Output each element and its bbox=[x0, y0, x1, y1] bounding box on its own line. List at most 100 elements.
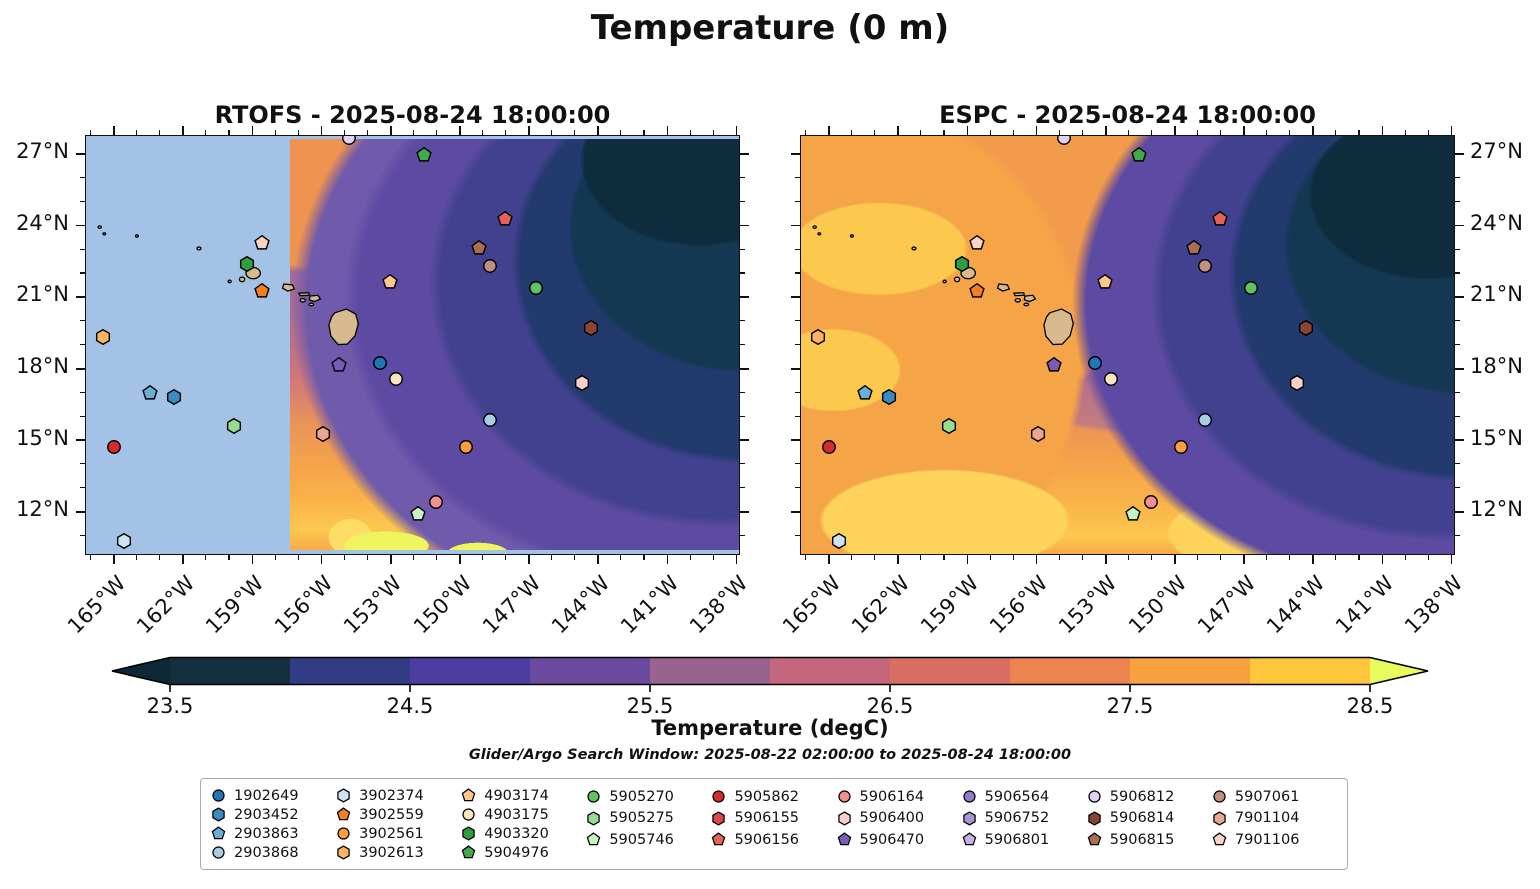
legend-item-5906470: 5906470 bbox=[837, 829, 962, 851]
axis-tick bbox=[795, 415, 800, 417]
axis-tick bbox=[740, 487, 745, 489]
axis-tick bbox=[90, 555, 92, 560]
float-marker-5906815 bbox=[1186, 240, 1203, 257]
axis-tick bbox=[113, 126, 115, 135]
axis-tick bbox=[574, 130, 576, 135]
legend-column: 5907061 7901104 7901106 bbox=[1212, 786, 1337, 862]
colorbar-segment bbox=[890, 657, 1010, 685]
circle-marker-icon bbox=[1212, 789, 1227, 804]
float-marker-5906812 bbox=[1056, 136, 1073, 147]
axis-tick bbox=[791, 224, 800, 227]
axis-tick bbox=[366, 130, 368, 135]
legend-item-label: 3902613 bbox=[359, 844, 424, 861]
legend-item-5906400: 5906400 bbox=[837, 808, 962, 830]
float-marker-2903863 bbox=[141, 384, 158, 401]
axis-tick bbox=[343, 555, 345, 560]
lat-tick-label: 18°N bbox=[16, 353, 69, 378]
colorbar-shape bbox=[1370, 657, 1428, 685]
axis-tick bbox=[874, 555, 876, 560]
pentagon-marker-icon bbox=[461, 788, 476, 803]
colorbar-tick-label: 27.5 bbox=[1107, 694, 1154, 718]
axis-tick bbox=[1455, 487, 1460, 489]
axis-tick bbox=[1455, 463, 1460, 465]
axis-tick bbox=[1243, 555, 1245, 564]
axis-tick bbox=[795, 487, 800, 489]
axis-tick bbox=[1127, 130, 1129, 135]
float-marker-2903868 bbox=[481, 411, 498, 428]
colorbar-tick-label: 24.5 bbox=[387, 694, 434, 718]
lon-tick-label: 150°W bbox=[408, 571, 476, 639]
axis-tick bbox=[80, 176, 85, 179]
axis-tick bbox=[795, 320, 800, 322]
float-marker-5906470 bbox=[331, 356, 348, 374]
float-marker-3902613 bbox=[809, 328, 826, 346]
panel-title-espc: ESPC - 2025-08-24 18:00:00 bbox=[939, 101, 1316, 129]
legend-item-label: 2903452 bbox=[234, 806, 299, 823]
axis-tick bbox=[1455, 415, 1460, 417]
colorbar-segment bbox=[1130, 657, 1250, 685]
axis-tick bbox=[1289, 555, 1291, 560]
legend-item-3902613: 3902613 bbox=[336, 843, 461, 862]
axis-tick bbox=[989, 130, 991, 135]
float-marker-2903868 bbox=[1196, 411, 1213, 428]
pentagon-marker-icon bbox=[962, 832, 977, 847]
axis-tick bbox=[1150, 130, 1153, 135]
axis-tick bbox=[389, 126, 392, 135]
axis-tick bbox=[1358, 555, 1360, 560]
axis-tick bbox=[205, 555, 207, 560]
circle-marker-icon bbox=[586, 789, 601, 804]
legend-item-label: 3902561 bbox=[359, 825, 424, 842]
colorbar: 23.5 24.5 25.5 26.5 27.5 28.5 bbox=[110, 656, 1430, 720]
axis-tick bbox=[666, 555, 669, 564]
axis-tick bbox=[482, 555, 484, 560]
legend-item-label: 4903175 bbox=[484, 806, 549, 823]
axis-tick bbox=[740, 463, 745, 465]
lon-tick-label: 144°W bbox=[546, 571, 615, 639]
lon-tick-label: 156°W bbox=[985, 571, 1053, 639]
legend-item-5906752: 5906752 bbox=[962, 808, 1087, 830]
axis-tick bbox=[182, 126, 185, 135]
colorbar-tick-label: 28.5 bbox=[1347, 694, 1394, 718]
axis-tick bbox=[366, 555, 368, 560]
axis-tick bbox=[113, 555, 115, 564]
axis-tick bbox=[76, 296, 85, 298]
float-marker-5906814 bbox=[1298, 320, 1315, 337]
hexagon-marker-icon bbox=[962, 811, 977, 826]
float-marker-4903175 bbox=[388, 370, 405, 387]
axis-tick bbox=[90, 130, 92, 135]
legend-column: 5906164 5906400 5906470 bbox=[837, 786, 962, 862]
lon-tick-label: 153°W bbox=[339, 571, 407, 639]
axis-tick bbox=[966, 126, 969, 135]
legend-item-3902561: 3902561 bbox=[336, 824, 461, 843]
axis-tick bbox=[343, 130, 345, 135]
float-marker-5906812 bbox=[341, 136, 358, 147]
legend: 1902649 2903452 2903863 2903868 3902374 39025… bbox=[200, 778, 1348, 870]
axis-tick bbox=[320, 126, 323, 135]
legend-item-label: 4903174 bbox=[484, 787, 549, 804]
legend-item-4903174: 4903174 bbox=[461, 786, 586, 805]
legend-item-label: 2903868 bbox=[234, 844, 299, 861]
float-marker-1902649 bbox=[1086, 354, 1103, 371]
axis-tick bbox=[740, 200, 745, 202]
axis-tick bbox=[1455, 511, 1464, 513]
legend-column: 5906564 5906752 5906801 bbox=[962, 786, 1087, 862]
lon-tick-label: 165°W bbox=[777, 571, 846, 639]
axis-tick bbox=[740, 344, 745, 346]
legend-item-2903868: 2903868 bbox=[211, 843, 336, 862]
lon-tick-label: 150°W bbox=[1123, 571, 1191, 639]
axis-tick bbox=[228, 130, 230, 135]
axis-tick bbox=[1381, 126, 1384, 135]
axis-tick bbox=[80, 200, 85, 202]
axis-tick bbox=[897, 126, 900, 135]
float-marker-5906400 bbox=[574, 374, 591, 391]
axis-tick bbox=[389, 555, 392, 564]
axis-tick bbox=[689, 555, 691, 560]
colorbar-segment bbox=[650, 657, 770, 685]
axis-tick bbox=[574, 555, 576, 560]
axis-tick bbox=[1455, 153, 1464, 155]
legend-item-label: 5904976 bbox=[484, 844, 549, 861]
axis-tick bbox=[795, 200, 800, 202]
axis-tick bbox=[874, 130, 876, 135]
axis-tick bbox=[1455, 296, 1464, 298]
legend-item-5906812: 5906812 bbox=[1087, 786, 1212, 808]
